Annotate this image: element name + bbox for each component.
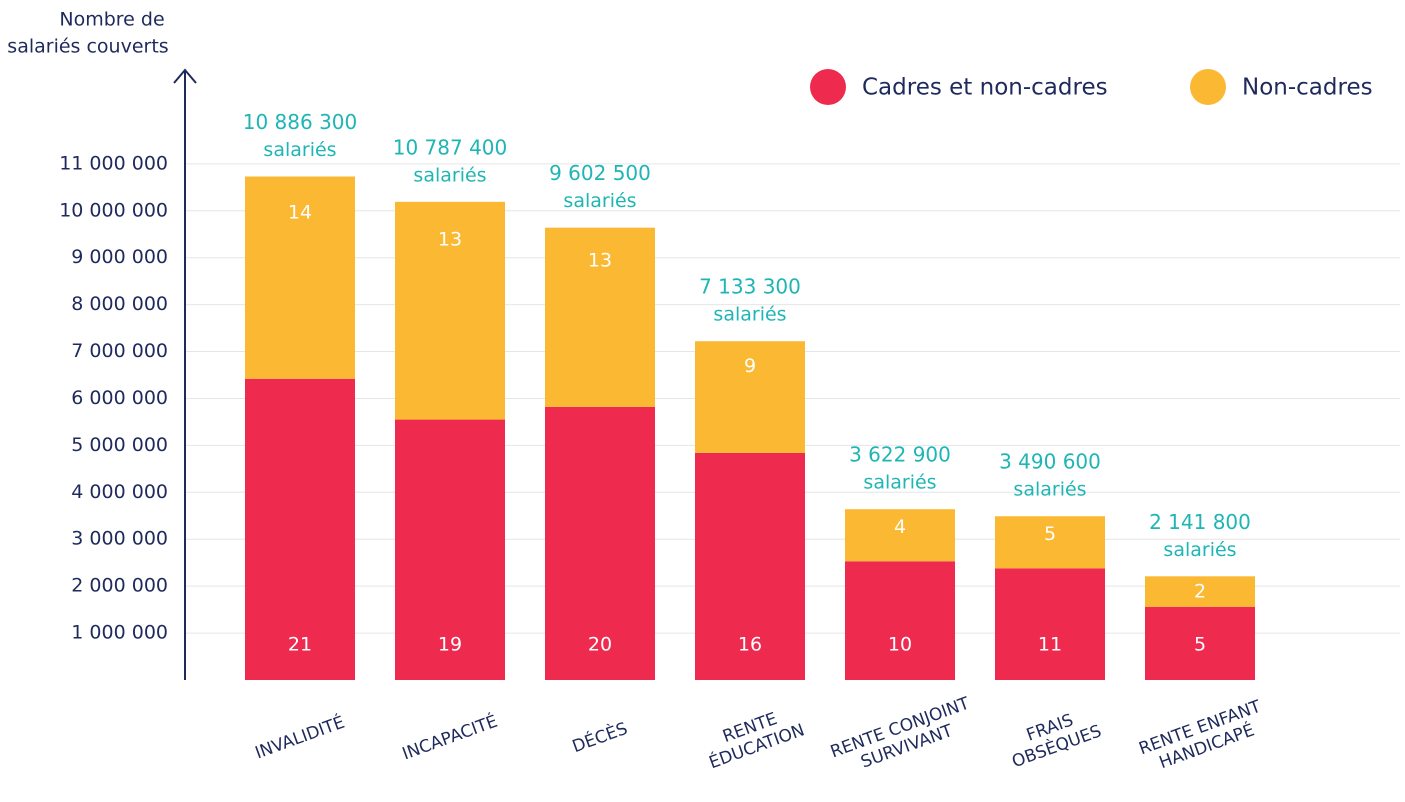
x-tick-label-group: DÉCÈS [569, 717, 630, 757]
bar-label: 11 [1038, 634, 1062, 656]
legend-label: Non-cadres [1242, 75, 1373, 101]
bar-segment [1145, 606, 1255, 680]
legend-label: Cadres et non-cadres [862, 75, 1108, 101]
total-unit: salariés [1163, 539, 1236, 561]
bar-segment [695, 341, 805, 453]
bar-label: 13 [438, 228, 462, 250]
bar-label: 13 [588, 250, 612, 272]
total-unit: salariés [1013, 479, 1086, 501]
bar-label: 21 [288, 634, 312, 656]
x-tick-label: DÉCÈS [569, 717, 630, 757]
bar-segment [545, 227, 655, 407]
bar-label: 16 [738, 634, 762, 656]
y-tick-label: 6 000 000 [71, 387, 168, 409]
bar-segment [545, 406, 655, 680]
total-unit: salariés [413, 164, 486, 186]
bar-segment [845, 509, 955, 562]
bar-segment [845, 561, 955, 680]
x-tick-label-group: INCAPACITÉ [399, 710, 500, 765]
legend-swatch [1190, 69, 1226, 105]
bar-label: 5 [1044, 523, 1056, 545]
total-unit: salariés [863, 472, 936, 494]
x-tick-label-group: INVALIDITÉ [252, 711, 348, 764]
legend-swatch [810, 69, 846, 105]
total-label: 3 622 900 [849, 443, 951, 467]
bar-segment [695, 452, 805, 680]
y-tick-label: 1 000 000 [71, 622, 168, 644]
total-unit: salariés [263, 139, 336, 161]
bar-label: 20 [588, 634, 612, 656]
bar-label: 14 [288, 201, 312, 223]
total-label: 7 133 300 [699, 275, 801, 299]
y-tick-label: 10 000 000 [59, 199, 168, 221]
x-tick-label: INVALIDITÉ [252, 711, 348, 764]
y-tick-label: 11 000 000 [59, 152, 168, 174]
bar-label: 19 [438, 634, 462, 656]
total-unit: salariés [713, 304, 786, 326]
total-unit: salariés [563, 190, 636, 212]
total-label: 9 602 500 [549, 161, 651, 185]
x-tick-label: INCAPACITÉ [399, 710, 500, 765]
y-tick-label: 2 000 000 [71, 575, 168, 597]
bar-label: 9 [744, 355, 756, 377]
bar-segment [245, 378, 355, 680]
y-tick-label: 5 000 000 [71, 434, 168, 456]
y-axis-label: salariés couverts [7, 36, 168, 58]
total-label: 3 490 600 [999, 450, 1101, 474]
y-tick-label: 9 000 000 [71, 246, 168, 268]
bar-segment [1145, 576, 1255, 607]
bar-segment [995, 516, 1105, 569]
bar-segment [395, 201, 505, 420]
total-label: 2 141 800 [1149, 510, 1251, 534]
y-tick-label: 8 000 000 [71, 293, 168, 315]
bar-label: 4 [894, 516, 906, 538]
bar-label: 10 [888, 634, 912, 656]
bar-label: 5 [1194, 634, 1206, 656]
axis-arrow [173, 68, 197, 84]
y-tick-label: 7 000 000 [71, 340, 168, 362]
bar-segment [995, 568, 1105, 680]
bar-segment [245, 176, 355, 379]
y-axis-label: Nombre de [59, 9, 164, 31]
y-tick-label: 3 000 000 [71, 528, 168, 550]
bar-segment [395, 419, 505, 680]
y-tick-label: 4 000 000 [71, 481, 168, 503]
total-label: 10 886 300 [243, 110, 358, 134]
bar-label: 2 [1194, 580, 1206, 602]
total-label: 10 787 400 [393, 135, 508, 159]
